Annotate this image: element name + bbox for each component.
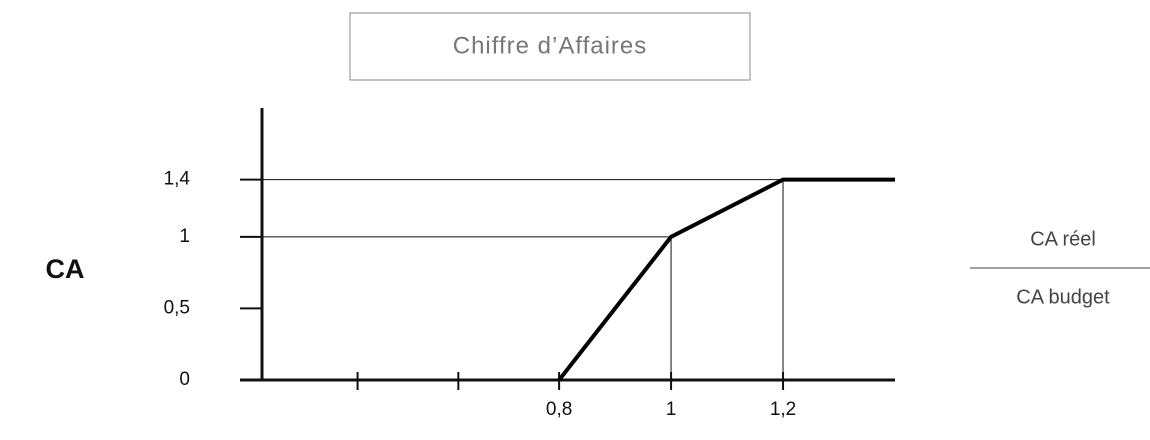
y-tick-label: 1,4 (164, 169, 191, 190)
chart-title: Chiffre d’Affaires (453, 32, 648, 59)
x-tick-label: 0,8 (546, 399, 572, 420)
y-tick-label: 1 (179, 226, 190, 247)
x-axis-label-numerator: CA réel (1030, 228, 1096, 250)
x-tick-label: 1,2 (770, 399, 796, 420)
y-tick-label: 0 (179, 369, 190, 390)
line-series (557, 177, 895, 382)
x-axis-label-denominator: CA budget (1016, 286, 1110, 308)
x-tick-label: 1 (666, 399, 677, 420)
title-box (349, 12, 751, 81)
y-axis-label: CA (46, 254, 85, 284)
y-tick-label: 0,5 (164, 297, 190, 318)
